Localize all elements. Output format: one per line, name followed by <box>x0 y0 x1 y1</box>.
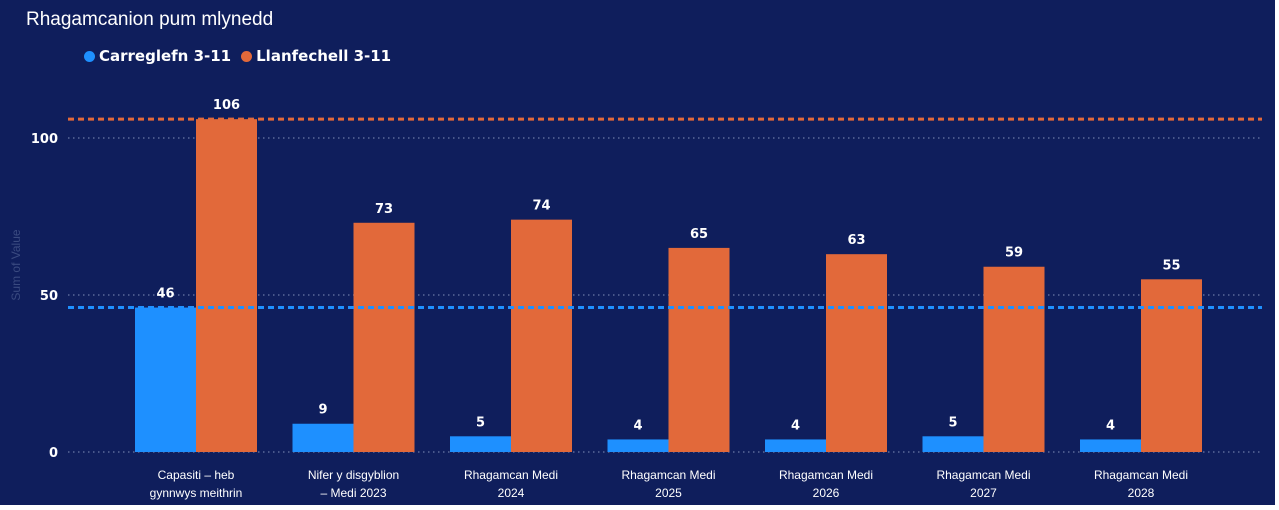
bar <box>765 439 826 452</box>
data-label: 59 <box>1005 246 1023 261</box>
bar <box>826 254 887 452</box>
bar <box>1141 279 1202 452</box>
data-label: 63 <box>847 233 865 248</box>
x-tick-label: Rhagamcan Medi 2025 <box>621 468 715 500</box>
bar <box>607 439 669 452</box>
data-label: 4 <box>1106 418 1115 433</box>
data-label: 4 <box>791 418 800 433</box>
y-axis-title: Sum of Value <box>9 229 23 300</box>
legend-label-llanfechell: Llanfechell 3-11 <box>256 47 392 65</box>
data-label: 74 <box>532 199 550 214</box>
data-label: 106 <box>213 98 240 113</box>
data-label: 4 <box>633 418 642 433</box>
legend-marker-carreglefn <box>84 50 95 62</box>
data-label: 65 <box>690 227 708 242</box>
bar <box>983 266 1045 452</box>
bar <box>922 436 984 452</box>
x-tick-label: Rhagamcan Medi 2027 <box>936 468 1030 500</box>
y-tick-label: 0 <box>49 446 58 461</box>
bar <box>511 219 572 452</box>
chart-title: Rhagamcanion pum mlynedd <box>26 9 274 30</box>
bar <box>450 436 511 452</box>
legend-item-carreglefn[interactable]: Carreglefn 3-11 <box>84 47 231 65</box>
bar <box>668 247 730 452</box>
x-tick-label: Capasiti – heb gynnwys meithrin <box>150 468 243 500</box>
legend-label-carreglefn: Carreglefn 3-11 <box>99 47 232 65</box>
x-tick-label: Rhagamcan Medi 2028 <box>1094 468 1188 500</box>
bar <box>135 307 196 452</box>
legend-item-llanfechell[interactable]: Llanfechell 3-11 <box>241 47 391 65</box>
data-label: 9 <box>318 403 327 418</box>
bar <box>353 222 415 452</box>
y-tick-label: 100 <box>31 132 58 147</box>
x-tick-label: Rhagamcan Medi 2026 <box>779 468 873 500</box>
legend-marker-llanfechell <box>241 50 253 62</box>
data-label: 5 <box>948 415 957 430</box>
bar <box>292 423 354 452</box>
legend: Carreglefn 3-11 Llanfechell 3-11 <box>84 47 401 65</box>
x-tick-label: Rhagamcan Medi 2024 <box>464 468 558 500</box>
data-label: 46 <box>156 287 174 302</box>
data-label: 55 <box>1162 258 1180 273</box>
bar <box>1080 439 1141 452</box>
x-tick-label: Nifer y disgyblion – Medi 2023 <box>308 468 399 500</box>
data-label: 73 <box>375 202 393 217</box>
data-label: 5 <box>476 415 485 430</box>
y-tick-label: 50 <box>40 289 58 304</box>
bar <box>196 119 257 452</box>
